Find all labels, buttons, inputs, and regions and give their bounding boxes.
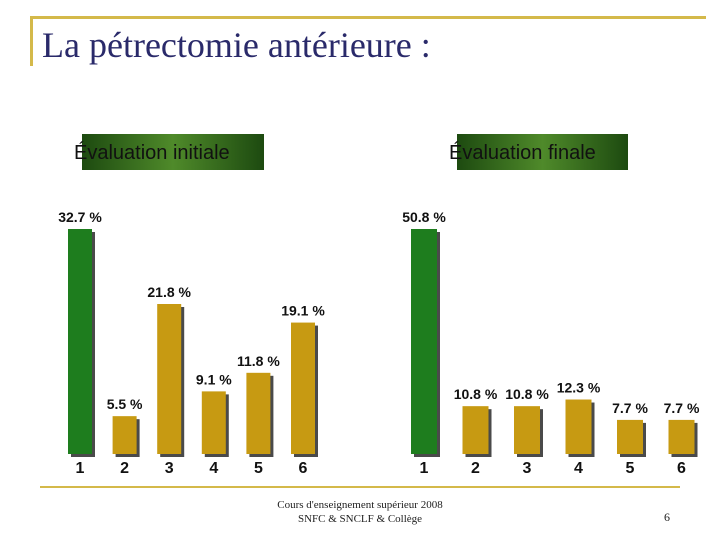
footer-line-2: SNFC & SNCLF & Collège [297,513,423,525]
data-label: 50.8 % [402,209,446,225]
bar-final-1 [411,229,437,454]
footer-rule [40,486,680,488]
data-label: 19.1 % [281,303,325,319]
chart-title-initial-text: Évaluation initiale [74,142,230,164]
bar-final-5 [617,419,643,454]
title-frame-left-rule [30,16,33,66]
title-frame: La pétrectomie antérieure : [30,16,706,66]
footer-text: Cours d'enseignement supérieur 2008 SNFC… [210,498,510,526]
x-tick-label: 1 [76,460,85,477]
slide-title: La pétrectomie antérieure : [42,25,431,65]
bar-final-6 [668,419,695,454]
bar-final-3 [514,406,540,454]
bar-final-4 [565,399,592,454]
data-label: 5.5 % [107,396,143,412]
data-label: 12.3 % [557,380,601,396]
x-tick-label: 3 [523,460,532,477]
data-label: 11.8 % [237,353,280,369]
x-tick-label: 5 [626,460,635,477]
x-tick-label: 3 [165,460,174,477]
data-label: 7.7 % [612,400,648,416]
footer-line-1: Cours d'enseignement supérieur 2008 [277,499,443,511]
data-label: 32.7 % [58,209,102,225]
x-tick-label: 2 [471,460,480,477]
page-number: 6 [664,510,670,524]
bar-initial-4 [201,391,226,454]
data-label: 10.8 % [505,386,549,402]
bar-initial-2 [112,416,137,454]
bar-final-2 [462,406,489,454]
title-frame-top-rule [30,16,706,19]
x-tick-label: 2 [120,460,129,477]
data-label: 9.1 % [196,371,232,387]
data-label: 21.8 % [147,284,191,300]
x-tick-label: 1 [420,460,429,477]
x-tick-label: 6 [299,460,308,477]
bar-initial-1 [68,229,92,454]
chart-title-final: Évaluation finale [449,134,628,170]
x-tick-label: 6 [677,460,686,477]
data-label: 10.8 % [454,386,498,402]
data-label: 7.7 % [664,400,700,416]
bar-initial-5 [246,372,271,454]
chart-title-initial: Évaluation initiale [74,134,264,170]
x-tick-label: 4 [574,460,583,477]
chart-title-final-text: Évaluation finale [449,142,596,164]
x-tick-label: 4 [209,460,218,477]
bar-initial-6 [291,322,315,454]
bar-initial-3 [157,304,182,454]
x-tick-label: 5 [254,460,263,477]
